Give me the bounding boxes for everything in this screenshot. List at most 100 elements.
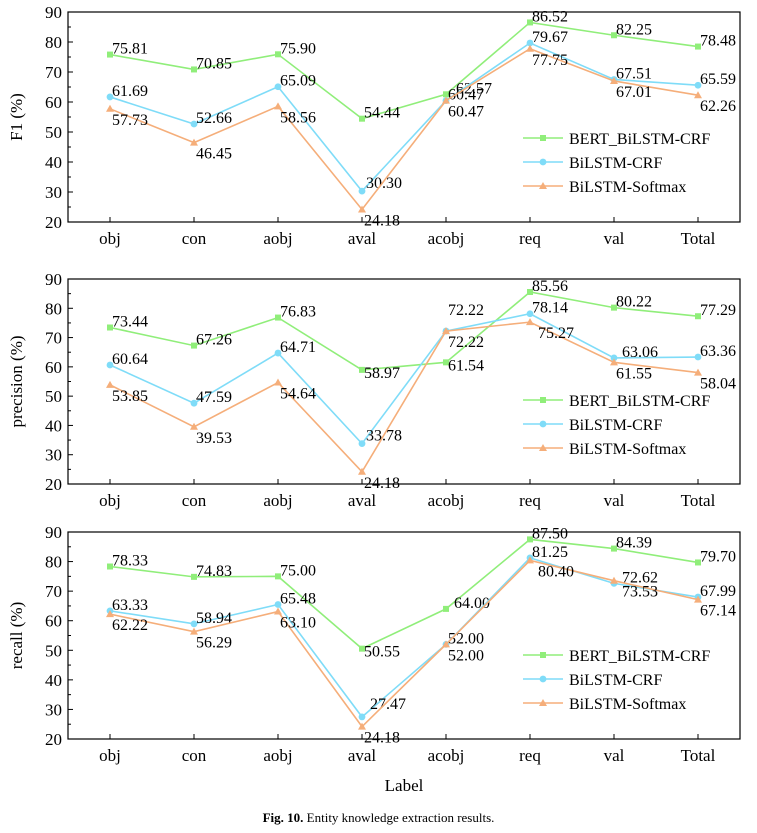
data-label: 67.01 xyxy=(616,84,652,101)
data-label: 52.00 xyxy=(448,647,484,664)
legend: BERT_BiLSTM-CRF BiLSTM-CRF BiLSTM-Softmax xyxy=(523,393,710,458)
x-tick-label: aobj xyxy=(263,746,292,765)
data-point xyxy=(190,627,198,635)
data-point xyxy=(106,104,114,112)
data-label: 73.53 xyxy=(622,584,658,601)
data-point xyxy=(191,66,197,73)
y-tick-label: 20 xyxy=(45,213,62,232)
data-point xyxy=(359,115,365,122)
chart-panel-2: 20 30 40 50 60 70 80 90 obj con aobj aval acobj req va… xyxy=(7,270,741,510)
data-point xyxy=(443,605,449,612)
data-point xyxy=(527,536,533,543)
data-label: 64.71 xyxy=(280,339,316,356)
x-tick-label: aval xyxy=(348,229,377,248)
data-label: 56.29 xyxy=(196,635,232,652)
data-label: 70.85 xyxy=(196,55,232,72)
data-point xyxy=(442,96,450,104)
data-label: 80.40 xyxy=(538,563,574,580)
data-point xyxy=(611,32,617,39)
data-label: 67.14 xyxy=(700,603,736,620)
data-point xyxy=(526,318,534,326)
data-point xyxy=(359,645,365,652)
y-tick-label: 40 xyxy=(45,671,62,690)
data-point xyxy=(106,361,114,369)
data-label: 58.04 xyxy=(700,376,736,393)
data-point xyxy=(275,51,281,58)
y-tick-label: 50 xyxy=(45,387,62,406)
data-label: 54.44 xyxy=(364,105,400,122)
data-label: 72.62 xyxy=(622,569,658,586)
series-line xyxy=(109,42,699,193)
legend-swatch-marker xyxy=(540,397,546,403)
data-point xyxy=(190,138,198,146)
data-label: 75.81 xyxy=(112,41,148,58)
data-point xyxy=(190,620,198,628)
x-tick-label: val xyxy=(604,491,625,510)
data-point xyxy=(274,102,282,110)
x-axis-label: Label xyxy=(385,776,424,795)
x-tick-label: acobj xyxy=(428,491,465,510)
data-label: 24.18 xyxy=(364,475,400,492)
x-tick-label: Total xyxy=(681,746,716,765)
x-tick-label: obj xyxy=(99,491,121,510)
data-label: 77.75 xyxy=(532,52,568,69)
data-label: 24.18 xyxy=(364,212,400,229)
data-label: 63.33 xyxy=(112,597,148,614)
data-label: 85.56 xyxy=(532,278,568,295)
data-point xyxy=(107,324,113,331)
y-tick-label: 60 xyxy=(45,358,62,377)
data-point xyxy=(610,358,618,366)
y-tick-label: 50 xyxy=(45,123,62,142)
data-point xyxy=(695,43,701,50)
series-line xyxy=(109,538,699,650)
y-axis-label: recall (%) xyxy=(7,602,26,669)
y-tick-label: 90 xyxy=(45,3,62,22)
data-label: 72.22 xyxy=(448,334,484,351)
data-point xyxy=(695,559,701,566)
y-tick-label: 80 xyxy=(45,299,62,318)
series-BiLSTM-CRF: 61.69 52.66 65.09 30.30 60.47 79.67 67.51 65.59 xyxy=(106,29,736,195)
legend-label: BiLSTM-Softmax xyxy=(569,179,686,196)
data-label: 77.29 xyxy=(700,302,736,319)
data-point xyxy=(358,187,366,195)
y-axis-label: precision (%) xyxy=(7,335,26,427)
y-tick-label: 90 xyxy=(45,270,62,289)
data-point xyxy=(443,359,449,366)
data-label: 54.64 xyxy=(280,386,316,403)
data-label: 61.55 xyxy=(616,365,652,382)
data-point xyxy=(191,342,197,349)
data-point xyxy=(610,76,618,84)
caption-label: Fig. 10. xyxy=(262,810,304,825)
data-label: 76.83 xyxy=(280,304,316,321)
data-label: 75.90 xyxy=(280,40,316,57)
data-point xyxy=(611,304,617,311)
x-tick-label: req xyxy=(519,229,541,248)
data-label: 46.45 xyxy=(196,146,232,163)
series-line xyxy=(109,291,699,371)
data-point xyxy=(107,563,113,570)
legend-label: BERT_BiLSTM-CRF xyxy=(569,648,710,665)
data-label: 79.67 xyxy=(532,29,568,46)
data-label: 61.69 xyxy=(112,83,148,100)
x-tick-label: obj xyxy=(99,229,121,248)
y-tick-label: 20 xyxy=(45,475,62,494)
series-BiLSTM-Softmax: 62.22 56.29 63.10 24.18 52.00 80.40 73.53 67.14 xyxy=(106,556,736,747)
data-point xyxy=(527,19,533,26)
x-tick-label: con xyxy=(182,491,207,510)
x-tick-label: aobj xyxy=(263,491,292,510)
series-BERT_BiLSTM-CRF: 73.44 67.26 76.83 58.97 61.54 85.56 80.22 77.29 xyxy=(107,278,736,382)
series-BiLSTM-Softmax: 53.85 39.53 54.64 24.18 72.22 75.27 61.55 58.04 xyxy=(106,318,736,492)
legend-swatch-marker xyxy=(539,420,547,428)
legend-label: BiLSTM-Softmax xyxy=(569,441,686,458)
y-tick-label: 70 xyxy=(45,63,62,82)
legend: BERT_BiLSTM-CRF BiLSTM-CRF BiLSTM-Softmax xyxy=(523,648,710,713)
data-label: 75.00 xyxy=(280,562,316,579)
data-label: 58.56 xyxy=(280,109,316,126)
y-tick-label: 30 xyxy=(45,183,62,202)
y-tick-label: 70 xyxy=(45,582,62,601)
data-point xyxy=(526,39,534,47)
data-point xyxy=(526,44,534,52)
data-label: 60.64 xyxy=(112,351,148,368)
data-point xyxy=(358,722,366,730)
